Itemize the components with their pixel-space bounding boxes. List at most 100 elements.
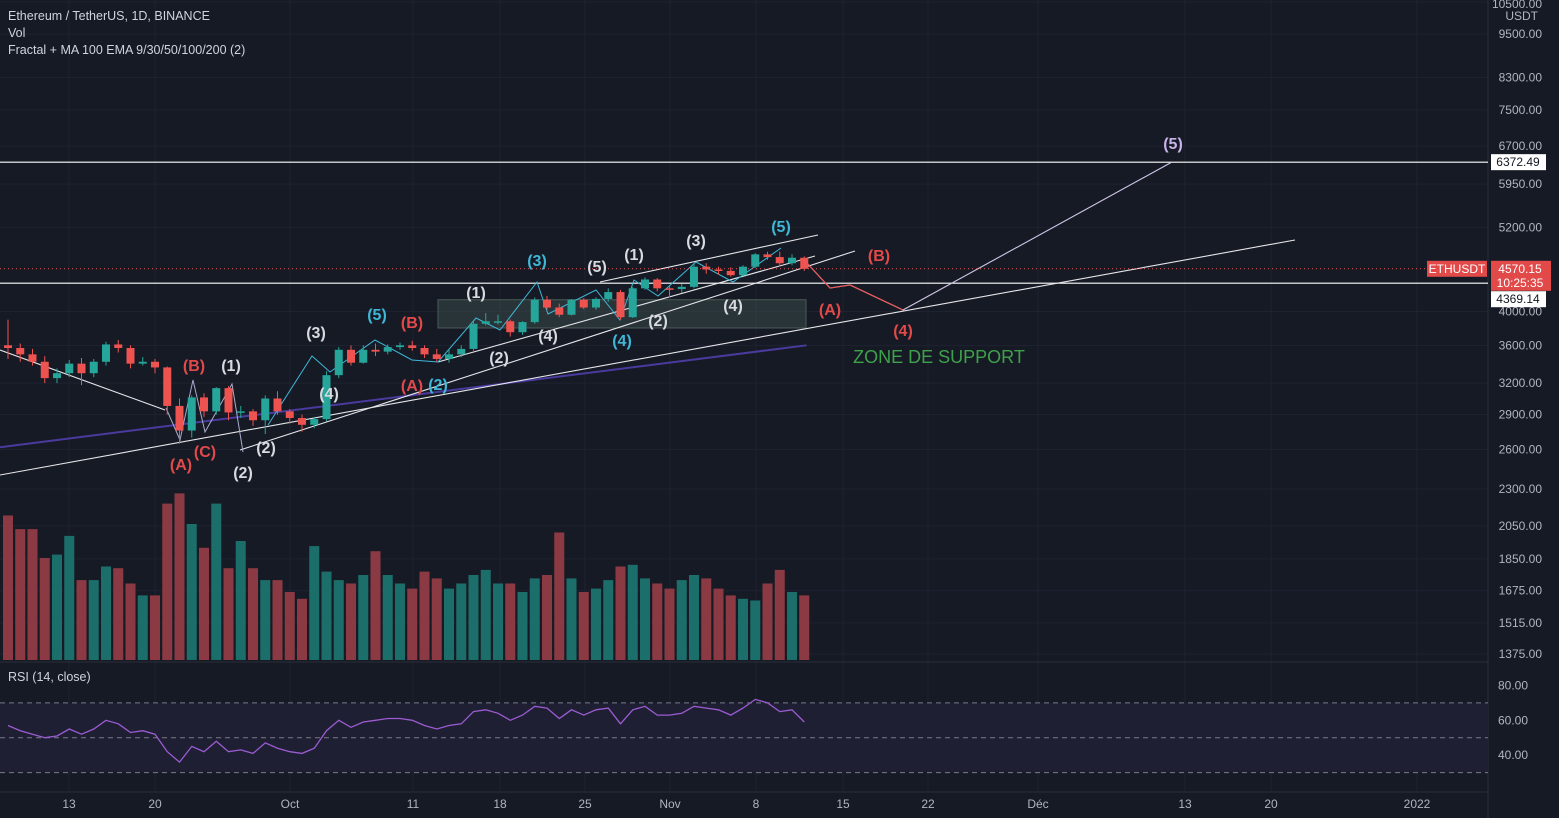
volume-bar bbox=[640, 578, 650, 660]
trendline-3 bbox=[599, 234, 819, 283]
candle-body bbox=[788, 257, 796, 264]
volume-label[interactable]: Vol bbox=[8, 26, 26, 40]
price-tick-label: 7500.00 bbox=[1499, 103, 1543, 117]
candle-body bbox=[261, 398, 270, 421]
candle-body bbox=[616, 292, 625, 318]
volume-bar bbox=[186, 524, 197, 660]
volume-bar bbox=[505, 583, 516, 660]
candle-body bbox=[89, 361, 98, 374]
wave-label: (4) bbox=[723, 298, 743, 315]
wave-label: (1) bbox=[466, 285, 486, 302]
volume-bar bbox=[395, 583, 405, 660]
ema-100-line bbox=[0, 344, 807, 449]
volume-bar bbox=[652, 583, 663, 660]
indicator-label[interactable]: Fractal + MA 100 EMA 9/30/50/100/200 (2) bbox=[8, 43, 246, 57]
volume-bar bbox=[284, 592, 295, 660]
volume-bar bbox=[174, 493, 185, 660]
volume-bar bbox=[468, 575, 479, 660]
volume-bars bbox=[3, 493, 810, 660]
rsi-label[interactable]: RSI (14, close) bbox=[8, 670, 91, 684]
price-tick-label: 5200.00 bbox=[1499, 220, 1543, 234]
price-tick-label: 5950.00 bbox=[1499, 177, 1543, 191]
candle-body bbox=[200, 397, 208, 412]
candle-body bbox=[322, 375, 331, 420]
time-tick-label: 20 bbox=[148, 797, 162, 811]
price-tick-label: 8300.00 bbox=[1499, 70, 1543, 84]
candle-body bbox=[653, 279, 662, 289]
volume-bar bbox=[725, 595, 736, 660]
volume-bar bbox=[113, 568, 124, 660]
volume-bar bbox=[713, 588, 724, 660]
volume-bar bbox=[762, 583, 773, 660]
candle-body bbox=[739, 266, 747, 276]
wave-label: (4) bbox=[538, 328, 558, 345]
time-tick-label: 11 bbox=[407, 797, 420, 811]
candle-body bbox=[579, 299, 588, 308]
support-zone-label: ZONE DE SUPPORT bbox=[853, 347, 1025, 367]
volume-bar bbox=[676, 580, 687, 660]
candle-body bbox=[298, 417, 306, 425]
candle-body bbox=[408, 345, 417, 348]
volume-bar bbox=[701, 578, 712, 660]
volume-bar bbox=[444, 588, 454, 660]
wave-label: (3) bbox=[527, 253, 547, 270]
price-tick-label: 10500.00 bbox=[1492, 0, 1542, 11]
volume-bar bbox=[101, 566, 111, 660]
candle-body bbox=[53, 373, 61, 379]
volume-bar bbox=[787, 592, 797, 660]
price-tick-label: 1850.00 bbox=[1499, 552, 1543, 566]
wave-label: (A) bbox=[401, 378, 423, 395]
time-tick-label: 13 bbox=[62, 797, 76, 811]
volume-bar bbox=[64, 535, 75, 660]
candle-body bbox=[420, 347, 429, 355]
volume-bar bbox=[738, 598, 748, 660]
volume-bar bbox=[419, 571, 430, 660]
countdown-text: 10:25:35 bbox=[1497, 276, 1544, 290]
candle-body bbox=[151, 361, 159, 368]
volume-bar bbox=[493, 583, 503, 660]
volume-bar bbox=[199, 547, 209, 660]
symbol-tag bbox=[1427, 260, 1487, 277]
time-tick-label: Déc bbox=[1027, 797, 1048, 811]
time-tick-label: 22 bbox=[921, 797, 935, 811]
candle-body bbox=[187, 397, 196, 431]
candle-body bbox=[163, 367, 172, 406]
price-tick-label: 2900.00 bbox=[1499, 408, 1543, 422]
price-tick-label: 4000.00 bbox=[1499, 305, 1543, 319]
volume-bar bbox=[346, 583, 356, 660]
time-tick-label: 13 bbox=[1178, 797, 1192, 811]
volume-bar bbox=[664, 588, 675, 660]
volume-bar bbox=[309, 546, 320, 660]
volume-bar bbox=[150, 595, 160, 660]
candle-body bbox=[396, 345, 404, 348]
volume-bar bbox=[774, 569, 785, 660]
last-price-text: 4570.15 bbox=[1498, 262, 1542, 276]
price-tick-label: 3200.00 bbox=[1499, 376, 1543, 390]
candle-body bbox=[469, 323, 478, 349]
candle-body bbox=[40, 361, 49, 379]
candle-body bbox=[494, 321, 502, 323]
volume-bar bbox=[615, 566, 626, 660]
candle-body bbox=[334, 349, 343, 376]
candle-body bbox=[175, 405, 184, 431]
symbol-title[interactable]: Ethereum / TetherUS, 1D, BINANCE bbox=[8, 9, 210, 23]
candle-body bbox=[518, 322, 527, 333]
candle-body bbox=[102, 344, 110, 362]
volume-bar bbox=[480, 569, 491, 660]
price-tick-label: 6700.00 bbox=[1499, 139, 1543, 153]
candle-body bbox=[702, 266, 711, 270]
wave-label: (4) bbox=[612, 333, 632, 350]
candle-body bbox=[604, 292, 613, 299]
volume-bar bbox=[88, 580, 99, 660]
level-4369-tag bbox=[1491, 291, 1546, 308]
candle-body bbox=[665, 288, 674, 290]
candle-body bbox=[481, 321, 490, 324]
candle-body bbox=[16, 347, 25, 355]
currency-label: USDT bbox=[1505, 9, 1538, 23]
candle-body bbox=[714, 269, 723, 271]
volume-bar bbox=[578, 592, 589, 660]
volume-bar bbox=[3, 515, 13, 660]
candle-body bbox=[126, 347, 135, 364]
candle-body bbox=[212, 388, 221, 412]
